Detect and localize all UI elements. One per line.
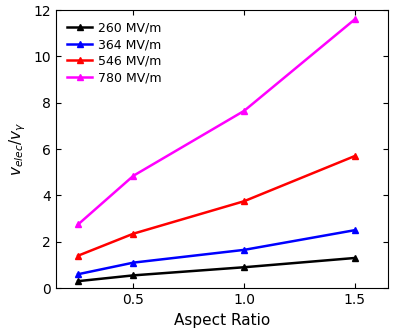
780 MV/m <box>131 174 136 178</box>
Legend: 260 MV/m, 364 MV/m, 546 MV/m, 780 MV/m: 260 MV/m, 364 MV/m, 546 MV/m, 780 MV/m <box>62 16 167 89</box>
Line: 546 MV/m: 546 MV/m <box>75 152 358 259</box>
364 MV/m <box>352 228 357 232</box>
Line: 780 MV/m: 780 MV/m <box>75 16 358 228</box>
Y-axis label: $v_{elec}/v_{\gamma}$: $v_{elec}/v_{\gamma}$ <box>7 122 28 176</box>
546 MV/m <box>76 254 80 258</box>
546 MV/m <box>131 231 136 236</box>
364 MV/m <box>242 248 246 252</box>
X-axis label: Aspect Ratio: Aspect Ratio <box>174 313 270 328</box>
364 MV/m <box>131 261 136 265</box>
260 MV/m <box>76 279 80 283</box>
546 MV/m <box>352 154 357 158</box>
Line: 260 MV/m: 260 MV/m <box>75 255 358 285</box>
260 MV/m <box>242 265 246 269</box>
364 MV/m <box>76 272 80 276</box>
260 MV/m <box>352 256 357 260</box>
260 MV/m <box>131 273 136 277</box>
780 MV/m <box>242 109 246 113</box>
Line: 364 MV/m: 364 MV/m <box>75 227 358 278</box>
546 MV/m <box>242 199 246 203</box>
780 MV/m <box>76 222 80 226</box>
780 MV/m <box>352 17 357 21</box>
